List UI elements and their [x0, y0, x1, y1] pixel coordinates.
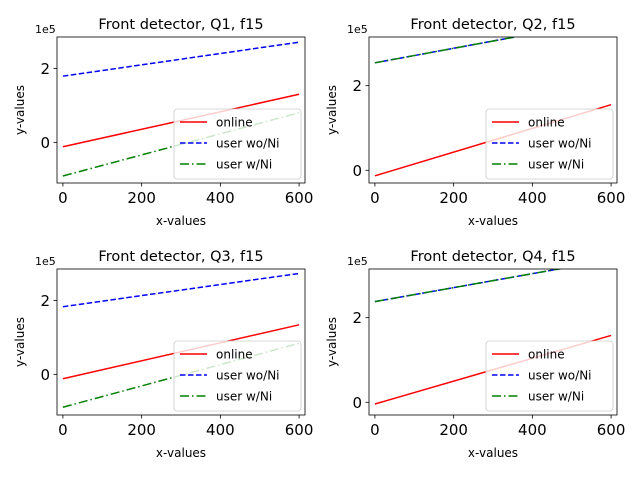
x-tick-label: 600: [285, 421, 314, 439]
subplot-title: Front detector, Q4, f15: [410, 249, 575, 265]
x-tick-label: 200: [127, 421, 156, 439]
x-tick-label: 400: [206, 189, 235, 207]
axes-frame: [368, 268, 618, 416]
y-tick-label: 2: [40, 292, 50, 310]
x-axis-label: x-values: [156, 214, 206, 228]
legend-entry: user w/Ni: [528, 158, 584, 172]
series-line-user-w-ni: [374, 37, 519, 64]
legend: online user wo/Ni user w/Ni: [485, 108, 614, 180]
y-offset-text: 1e5: [347, 23, 368, 36]
y-offset-text: 1e5: [347, 255, 368, 268]
x-axis-label: x-values: [468, 446, 518, 460]
legend-entry: user w/Ni: [216, 390, 272, 404]
subplot-4: 0 200 400 600 0 2 1e5 Front detector, Q4, f15 x-…: [325, 249, 625, 460]
y-tick-label: 0: [40, 366, 50, 384]
x-tick-label: 0: [370, 421, 380, 439]
x-tick-label: 200: [127, 189, 156, 207]
series-line-user-w-ni: [374, 269, 563, 303]
x-tick-label: 600: [597, 421, 626, 439]
subplot-1: 0 200 400 600 0 2 1e5 Front detector, Q1, f15 x-…: [13, 17, 313, 228]
subplot-3: 0 200 400 600 0 2 1e5 Front detector, Q3, f15 x-…: [13, 249, 313, 460]
x-axis-label: x-values: [468, 214, 518, 228]
x-tick-label: 400: [518, 189, 547, 207]
x-tick-label: 400: [518, 421, 547, 439]
y-tick-label: 2: [40, 60, 50, 78]
legend-entry: user wo/Ni: [216, 369, 280, 383]
y-tick-label: 0: [40, 134, 50, 152]
axes-frame: [56, 36, 306, 184]
legend: online user wo/Ni user w/Ni: [173, 108, 302, 180]
legend-entry: user w/Ni: [216, 158, 272, 172]
series-line-user-wo-ni: [62, 272, 300, 308]
y-tick-label: 0: [352, 394, 362, 412]
x-tick-label: 200: [439, 421, 468, 439]
legend-box: [173, 340, 302, 412]
legend-box: [173, 108, 302, 180]
subplot-2: 0 200 400 600 0 2 1e5 Front detector, Q2, f15 x-…: [325, 17, 625, 228]
legend-entry: user wo/Ni: [528, 137, 592, 151]
y-axis-label: y-values: [13, 85, 27, 135]
subplot-title: Front detector, Q1, f15: [98, 17, 263, 33]
x-tick-label: 600: [597, 189, 626, 207]
y-tick-label: 2: [352, 77, 362, 95]
legend-entry: online: [528, 116, 565, 130]
legend: online user wo/Ni user w/Ni: [173, 340, 302, 412]
series-line-user-wo-ni: [62, 41, 300, 77]
x-tick-label: 600: [285, 189, 314, 207]
x-axis-label: x-values: [156, 446, 206, 460]
y-axis-label: y-values: [325, 85, 339, 135]
y-offset-text: 1e5: [35, 23, 56, 36]
y-offset-text: 1e5: [35, 255, 56, 268]
x-tick-label: 0: [370, 189, 380, 207]
x-tick-label: 200: [439, 189, 468, 207]
x-tick-label: 0: [58, 189, 68, 207]
legend-entry: user wo/Ni: [528, 369, 592, 383]
legend-entry: user wo/Ni: [216, 137, 280, 151]
legend-box: [485, 108, 614, 180]
y-axis-label: y-values: [13, 317, 27, 367]
subplot-title: Front detector, Q3, f15: [98, 249, 263, 265]
legend: online user wo/Ni user w/Ni: [485, 340, 614, 412]
y-tick-label: 2: [352, 309, 362, 327]
subplot-title: Front detector, Q2, f15: [410, 17, 575, 33]
axes-frame: [368, 36, 618, 184]
legend-entry: online: [216, 116, 253, 130]
legend-box: [485, 340, 614, 412]
x-tick-label: 400: [206, 421, 235, 439]
y-tick-label: 0: [352, 162, 362, 180]
axes-frame: [56, 268, 306, 416]
legend-entry: user w/Ni: [528, 390, 584, 404]
legend-entry: online: [216, 348, 253, 362]
y-axis-label: y-values: [325, 317, 339, 367]
x-tick-label: 0: [58, 421, 68, 439]
legend-entry: online: [528, 348, 565, 362]
